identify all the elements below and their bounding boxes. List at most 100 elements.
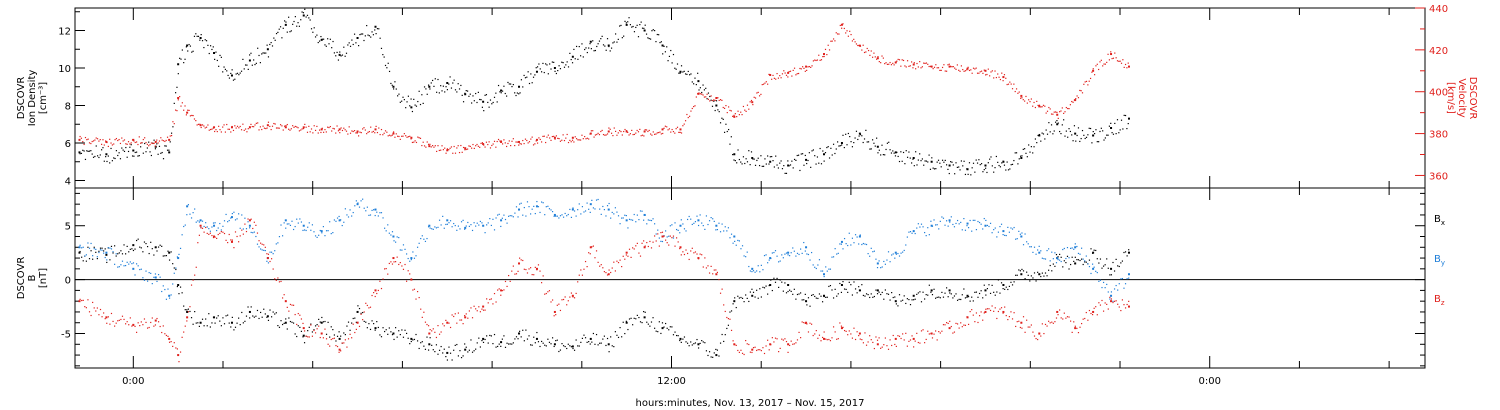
velocity-sample (734, 113, 736, 115)
density-sample (904, 163, 906, 165)
by-sample (506, 222, 508, 224)
velocity-sample (450, 146, 453, 148)
by-sample (327, 230, 329, 232)
by-sample (621, 217, 623, 219)
bz-sample (679, 247, 681, 250)
bx-sample (666, 327, 668, 329)
bx-sample (821, 301, 824, 303)
bx-sample (779, 279, 781, 281)
bz-sample (424, 321, 427, 323)
density-sample (763, 165, 765, 167)
density-sample (814, 155, 816, 157)
velocity-sample (398, 135, 400, 138)
bx-sample (173, 267, 175, 269)
density-sample (788, 165, 790, 167)
bx-sample (1005, 286, 1007, 288)
bx-sample (351, 322, 353, 324)
velocity-sample (573, 141, 575, 143)
bz-sample (831, 337, 833, 339)
velocity-sample (978, 72, 980, 74)
density-sample (1096, 141, 1098, 143)
by-sample (432, 228, 434, 230)
density-sample (722, 118, 724, 120)
by-sample (104, 256, 106, 259)
bz-sample (617, 261, 620, 264)
density-sample (1072, 140, 1074, 142)
bz-sample (1019, 326, 1021, 329)
bx-sample (81, 256, 83, 258)
by-sample (1008, 231, 1010, 233)
velocity-sample (822, 56, 824, 58)
bz-sample (818, 334, 821, 336)
velocity-sample (709, 100, 711, 102)
bx-point (787, 284, 790, 287)
bx-sample (842, 281, 844, 283)
bz-sample (1088, 309, 1091, 312)
bz-sample (759, 349, 761, 351)
velocity-sample (737, 110, 739, 112)
velocity-sample (366, 133, 368, 135)
bx-sample (197, 322, 199, 324)
bz-sample (1121, 299, 1124, 301)
bz-point (912, 337, 915, 340)
density-sample (559, 68, 562, 70)
velocity-sample (281, 125, 283, 127)
bx-sample (561, 343, 563, 345)
velocity-sample (853, 38, 855, 40)
bz-sample (902, 333, 904, 335)
density-sample (1081, 129, 1084, 132)
bx-sample (814, 295, 816, 298)
bx-sample (776, 277, 778, 280)
bx-sample (205, 318, 207, 320)
velocity-sample (740, 111, 742, 113)
bx-sample (558, 350, 560, 353)
velocity-point (751, 101, 754, 104)
velocity-sample (150, 142, 152, 144)
velocity-sample (353, 129, 356, 132)
density-sample (986, 171, 988, 174)
velocity-sample (644, 129, 646, 131)
velocity-sample (664, 125, 666, 127)
bx-sample (274, 313, 276, 315)
velocity-sample (516, 141, 518, 143)
density-sample (606, 38, 609, 40)
density-sample (452, 82, 454, 84)
velocity-point (428, 145, 431, 148)
velocity-sample (881, 55, 883, 57)
by-sample (1126, 278, 1128, 280)
velocity-sample (339, 132, 341, 134)
bx-sample (449, 352, 452, 354)
velocity-sample (464, 149, 466, 151)
bx-sample (881, 291, 883, 294)
velocity-sample (432, 145, 434, 147)
by-sample (424, 240, 427, 243)
velocity-sample (834, 40, 836, 42)
bx-sample (1091, 252, 1094, 254)
velocity-sample (857, 44, 859, 47)
bz-sample (308, 336, 310, 338)
velocity-sample (979, 71, 981, 73)
by-sample (128, 263, 130, 265)
by-sample (741, 245, 744, 247)
velocity-sample (540, 141, 543, 143)
by-sample (118, 266, 120, 268)
density-sample (366, 24, 368, 27)
velocity-sample (574, 136, 576, 138)
density-sample (238, 74, 240, 76)
bx-sample (1065, 262, 1067, 264)
density-sample (415, 105, 418, 107)
by-sample (851, 237, 854, 239)
bz-sample (253, 221, 255, 223)
bz-sample (908, 340, 910, 342)
bz-sample (999, 308, 1001, 310)
bx-sample (234, 326, 237, 328)
by-sample (184, 224, 186, 226)
by-sample (1055, 262, 1058, 264)
bz-sample (781, 338, 783, 340)
density-sample (475, 92, 477, 95)
velocity-sample (207, 124, 209, 126)
bx-sample (809, 305, 811, 307)
by-sample (567, 213, 569, 216)
bz-sample (1076, 327, 1078, 330)
bx-sample (544, 344, 546, 346)
